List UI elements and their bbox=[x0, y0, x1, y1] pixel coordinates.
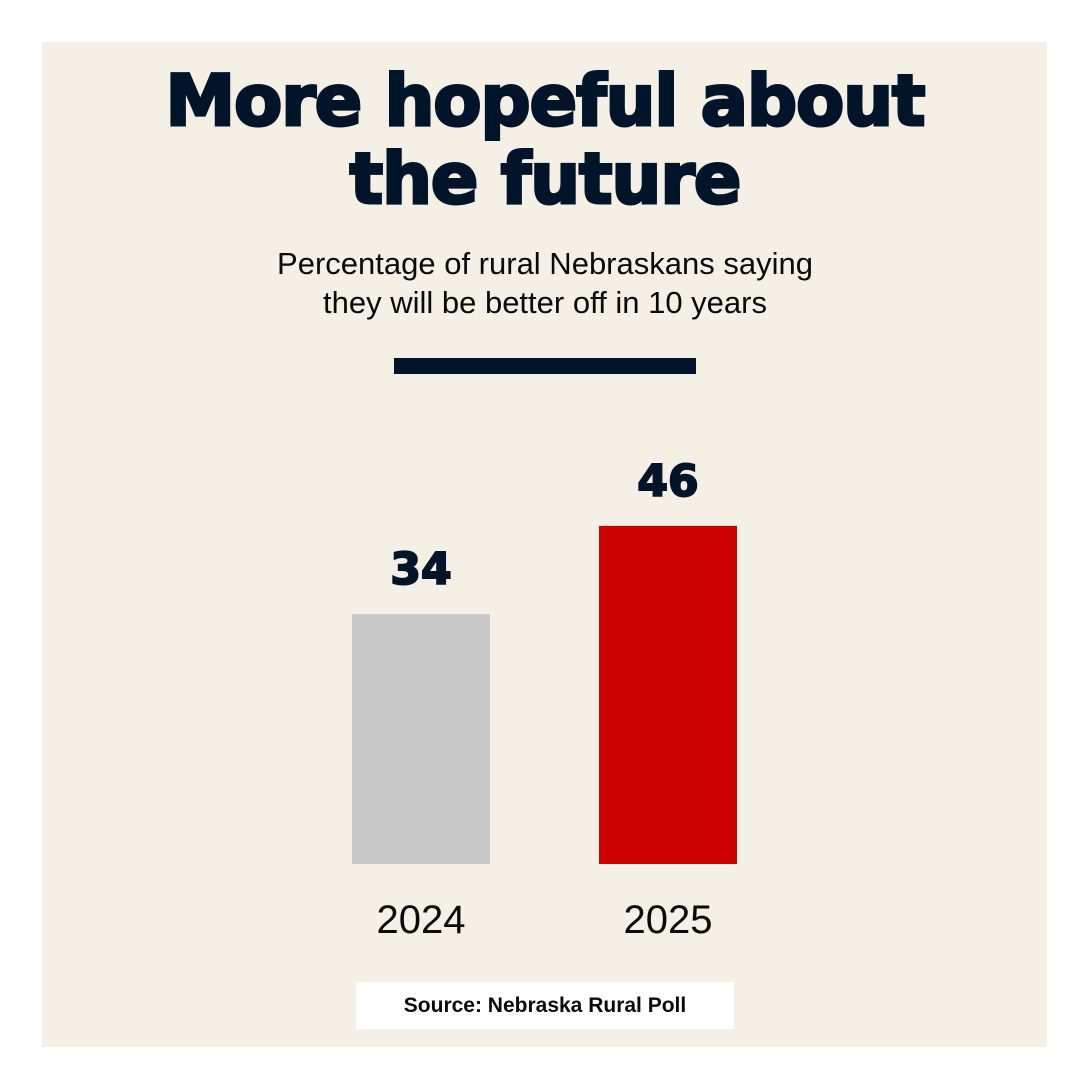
data-label-2024: 34 bbox=[390, 544, 451, 595]
title-line-2: the future bbox=[348, 138, 743, 220]
source-note: Source: Nebraska Rural Poll bbox=[356, 982, 734, 1029]
chart-title: More hopeful about the future bbox=[0, 60, 1090, 220]
bar-2025 bbox=[599, 525, 737, 864]
chart-subtitle: Percentage of rural Nebraskans saying th… bbox=[0, 244, 1090, 322]
category-label-2025: 2025 bbox=[624, 898, 713, 942]
divider bbox=[394, 358, 696, 374]
data-label-2025: 46 bbox=[637, 456, 698, 507]
subtitle-line-2: they will be better off in 10 years bbox=[322, 285, 767, 320]
subtitle-line-1: Percentage of rural Nebraskans saying bbox=[277, 246, 813, 281]
chart-panel bbox=[42, 42, 1047, 1047]
bar-2024 bbox=[352, 614, 490, 864]
title-line-1: More hopeful about bbox=[164, 60, 927, 142]
category-label-2024: 2024 bbox=[377, 898, 466, 942]
